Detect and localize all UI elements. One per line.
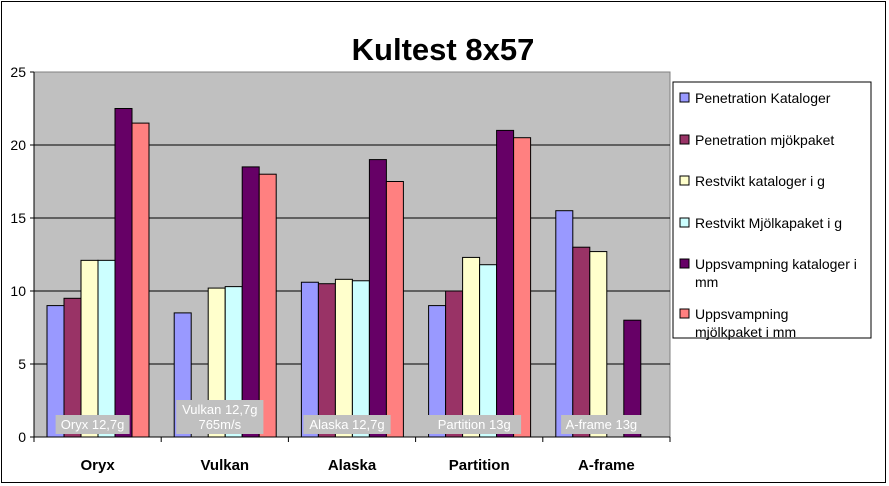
bar bbox=[317, 283, 336, 438]
annotation-background bbox=[55, 415, 130, 434]
annotation-text: Vulkan 12,7g bbox=[182, 402, 257, 417]
annotation-label: Partition 13g bbox=[427, 415, 522, 434]
y-tick-label: 0 bbox=[18, 429, 26, 445]
bar bbox=[462, 256, 481, 438]
annotation-text: 765m/s bbox=[198, 417, 241, 432]
annotation-text: Alaska 12,7g bbox=[309, 417, 384, 432]
legend-label: Penetration Kataloger bbox=[695, 90, 831, 106]
bar bbox=[572, 246, 591, 438]
legend-swatch bbox=[679, 134, 690, 145]
annotation-background bbox=[427, 415, 522, 434]
y-tick-label: 10 bbox=[10, 283, 26, 299]
annotation-background bbox=[561, 415, 642, 434]
y-axis: 0 5 10 15 20 25 bbox=[10, 64, 35, 445]
x-tick-label: Partition bbox=[449, 457, 510, 474]
bar bbox=[334, 278, 353, 438]
chart-title: Kultest 8x57 bbox=[352, 32, 535, 67]
y-tick-label: 20 bbox=[10, 137, 26, 153]
annotation-background bbox=[303, 415, 391, 434]
y-tick-label: 15 bbox=[10, 210, 26, 226]
legend-label: Uppsvampning kataloger i bbox=[695, 256, 857, 272]
bar bbox=[385, 181, 404, 438]
annotation-label: Alaska 12,7g bbox=[303, 415, 391, 434]
bar bbox=[131, 122, 150, 438]
y-tick-label: 25 bbox=[10, 64, 26, 80]
legend-swatch bbox=[679, 92, 690, 103]
x-tick-label: Alaska bbox=[328, 457, 377, 474]
legend-swatch bbox=[679, 258, 690, 269]
legend-swatch bbox=[679, 308, 690, 319]
legend-label: Penetration mjökpaket bbox=[695, 132, 834, 148]
annotation-label: A-frame 13g bbox=[561, 415, 642, 434]
bar bbox=[258, 173, 277, 438]
bar bbox=[496, 129, 515, 438]
bar bbox=[97, 259, 116, 438]
x-axis: Oryx Vulkan Alaska Partition A-frame bbox=[33, 436, 671, 474]
bar bbox=[241, 166, 260, 438]
annotation-text: A-frame 13g bbox=[566, 417, 638, 432]
bar bbox=[300, 281, 319, 438]
legend-label: Uppsvampning bbox=[695, 306, 788, 322]
legend-box bbox=[672, 81, 872, 339]
annotation-label: Oryx 12,7g bbox=[55, 415, 130, 434]
legend-label: mm bbox=[695, 274, 718, 290]
bar bbox=[368, 159, 387, 438]
bar bbox=[479, 264, 498, 438]
annotation-text: Oryx 12,7g bbox=[61, 417, 125, 432]
legend-swatch bbox=[679, 217, 690, 228]
bar bbox=[351, 280, 370, 438]
bar bbox=[513, 137, 532, 438]
bar bbox=[80, 259, 99, 438]
y-tick-label: 5 bbox=[18, 356, 26, 372]
legend-swatch bbox=[679, 175, 690, 186]
legend-label: mjölkpaket i mm bbox=[695, 324, 796, 340]
bar bbox=[114, 108, 133, 438]
bar bbox=[589, 251, 608, 438]
legend-label: Restvikt Mjölkapaket i g bbox=[695, 215, 842, 231]
annotation-text: Partition 13g bbox=[438, 417, 511, 432]
x-tick-label: A-frame bbox=[578, 457, 635, 474]
x-tick-label: Vulkan bbox=[200, 457, 249, 474]
x-tick-label: Oryx bbox=[80, 457, 115, 474]
annotation-background bbox=[176, 400, 264, 434]
bar bbox=[555, 210, 574, 438]
legend: Penetration Kataloger Penetration mjökpak… bbox=[672, 81, 872, 340]
legend-label: Restvikt kataloger i g bbox=[695, 173, 825, 189]
